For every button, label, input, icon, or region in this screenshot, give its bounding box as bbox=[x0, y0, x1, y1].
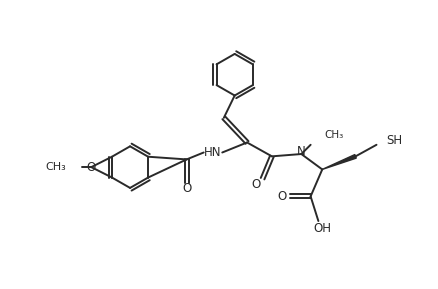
Text: O: O bbox=[86, 161, 96, 174]
Polygon shape bbox=[321, 155, 356, 169]
Text: HN: HN bbox=[204, 146, 221, 159]
Text: OH: OH bbox=[313, 222, 331, 235]
Text: SH: SH bbox=[386, 134, 402, 147]
Text: CH₃: CH₃ bbox=[45, 162, 66, 172]
Text: CH₃: CH₃ bbox=[324, 130, 343, 140]
Text: O: O bbox=[277, 190, 286, 203]
Text: N: N bbox=[296, 145, 305, 158]
Text: O: O bbox=[182, 182, 191, 195]
Text: O: O bbox=[251, 178, 261, 191]
